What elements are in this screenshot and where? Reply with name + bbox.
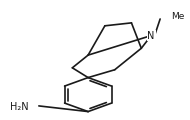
Text: N: N: [147, 31, 155, 41]
Text: Me: Me: [171, 12, 184, 21]
Text: H₂N: H₂N: [10, 102, 28, 112]
